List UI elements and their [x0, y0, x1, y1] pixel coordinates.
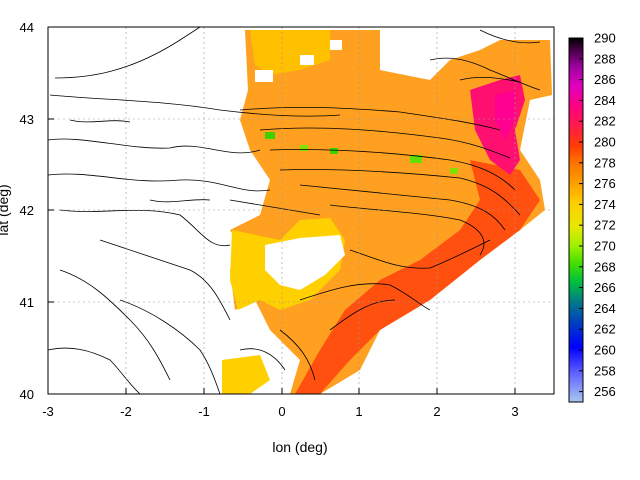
x-tick-label: 0	[278, 404, 285, 419]
x-axis-label: lon (deg)	[272, 439, 327, 455]
heatmap-cold-3	[410, 155, 422, 163]
x-tick-label: -1	[198, 404, 210, 419]
colorbar-tick-label: 280	[594, 135, 616, 150]
heatmap-cold-1	[265, 132, 275, 139]
colorbar-tick-label: 264	[594, 301, 616, 316]
y-tick-label: 40	[20, 387, 34, 402]
colorbar-tick-label: 270	[594, 239, 616, 254]
x-tick-label: -2	[120, 404, 132, 419]
grid-lines	[48, 27, 554, 394]
y-tick-label: 41	[20, 295, 34, 310]
colorbar-tick-label: 266	[594, 280, 616, 295]
heatmap-gap-4	[330, 40, 342, 50]
x-tick-labels: -3 -2 -1 0 1 2 3	[42, 404, 518, 419]
x-tick-label: 1	[355, 404, 362, 419]
y-tick-label: 43	[20, 112, 34, 127]
contour-lines	[48, 27, 541, 394]
colorbar-ticks: 256 258 260 262 264 266 268 270 272 274 276 278 280 2…	[579, 31, 616, 399]
tick-marks	[47, 26, 516, 395]
heatmap-cold-5	[300, 145, 308, 151]
heatmap-gap-1	[265, 235, 345, 290]
colorbar-tick-label: 272	[594, 218, 616, 233]
colorbar-tick-label: 288	[594, 51, 616, 66]
y-tick-labels: 40 41 42 43 44	[20, 20, 34, 402]
x-tick-label: 2	[433, 404, 440, 419]
heatmap-cold-2	[330, 148, 338, 154]
colorbar-tick-label: 274	[594, 197, 616, 212]
colorbar-tick-label: 278	[594, 155, 616, 170]
colorbar-tick-label: 282	[594, 114, 616, 129]
y-tick-label: 42	[20, 203, 34, 218]
colorbar-tick-label: 268	[594, 259, 616, 274]
colorbar-tick-label: 258	[594, 363, 616, 378]
colorbar-tick-label: 276	[594, 176, 616, 191]
heatmap-cold-4	[450, 168, 458, 174]
heatmap-region-hot-2	[495, 90, 515, 140]
heatmap-region-coast	[295, 160, 540, 394]
x-tick-label: -3	[42, 404, 54, 419]
y-tick-label: 44	[20, 20, 34, 35]
colorbar-tick-label: 262	[594, 322, 616, 337]
heatmap-region-yellow-south	[222, 355, 270, 394]
colorbar	[568, 37, 584, 403]
heatmap-region-north	[230, 30, 552, 394]
colorbar-tick-label: 256	[594, 384, 616, 399]
y-axis-label: lat (deg)	[0, 184, 11, 235]
heatmap-gap-2	[255, 70, 273, 82]
colorbar-tick-label: 260	[594, 343, 616, 358]
heatmap-gap-3	[300, 55, 314, 65]
colorbar-tick-label: 290	[594, 31, 616, 46]
colorbar-tick-label: 286	[594, 72, 616, 87]
colorbar-tick-label: 284	[594, 93, 616, 108]
x-tick-label: 3	[511, 404, 518, 419]
